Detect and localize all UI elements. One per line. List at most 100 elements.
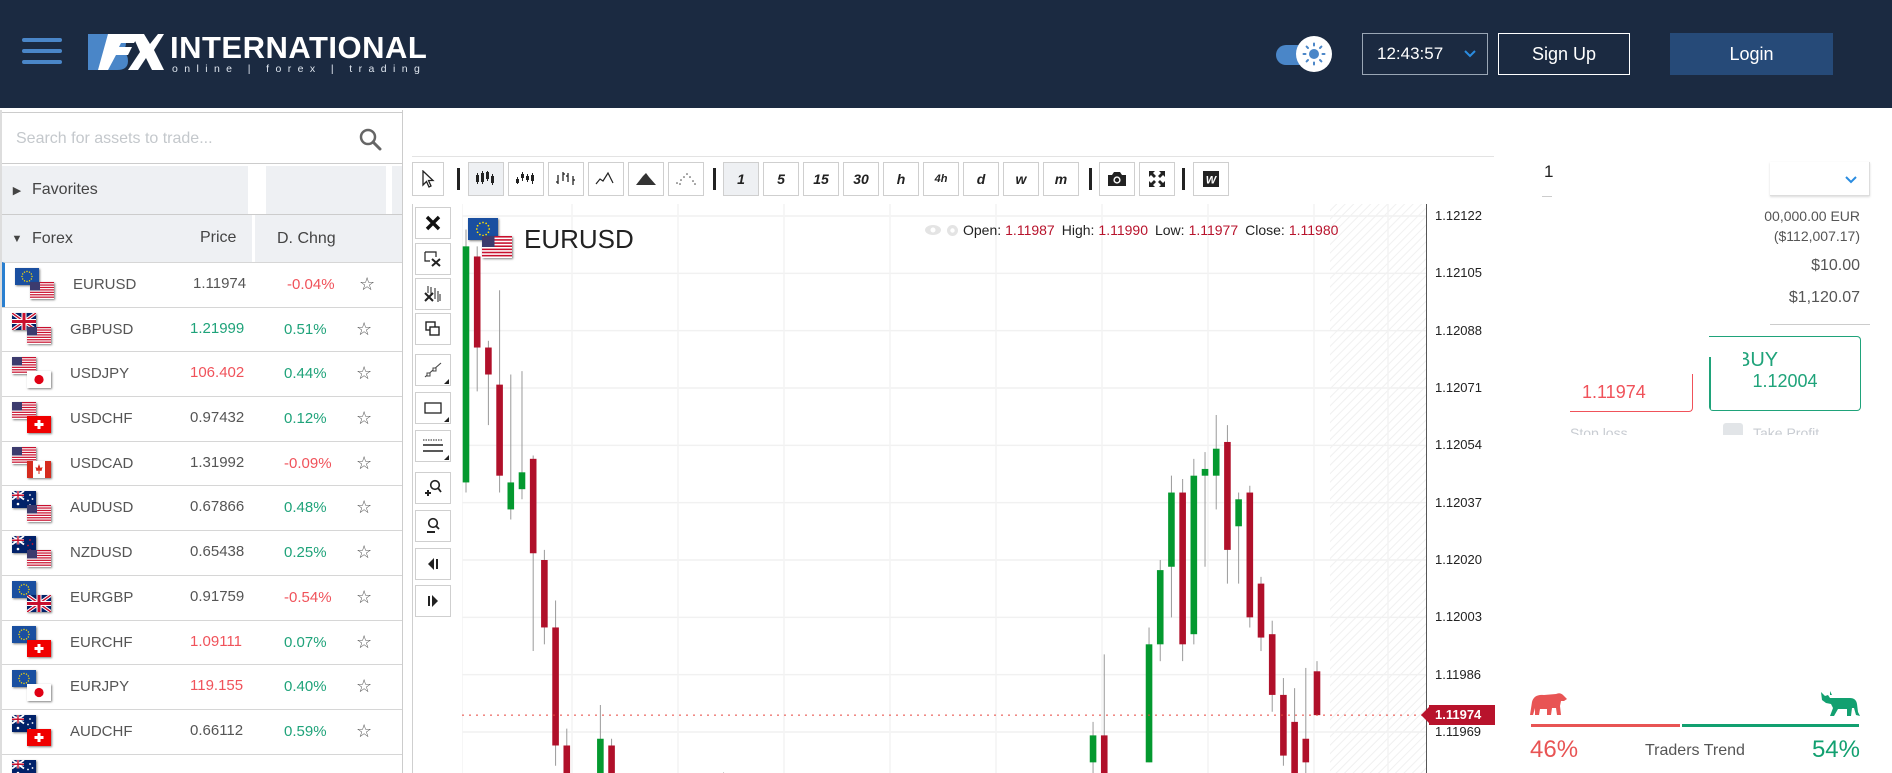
asset-row-eurchf[interactable]: EURCHF 1.09111 0.07% ☆ [2, 619, 402, 665]
asset-row-eurusd[interactable]: EURUSD 1.11974 -0.04% ☆ [2, 262, 402, 307]
delete-selection-tool-button[interactable] [415, 243, 451, 275]
zoom-in-tool-button[interactable] [415, 472, 451, 504]
flag-us-icon [30, 282, 54, 299]
favorites-group[interactable]: ▶ Favorites [2, 166, 402, 214]
quantity-dropdown[interactable] [1770, 162, 1870, 196]
column-header-price[interactable]: Price [200, 229, 237, 246]
asset-symbol: AUDCHF [70, 722, 133, 740]
asset-change: 0.44% [284, 365, 327, 383]
clone-tool-button[interactable] [415, 313, 451, 345]
gear-icon[interactable] [946, 224, 959, 237]
timeframe-m-button[interactable]: m [1043, 162, 1079, 196]
price-axis[interactable]: 1.11974 1.12122 1.12105 1.12088 1.12071 1.12… [1421, 204, 1495, 773]
take-profit-checkbox[interactable] [1723, 423, 1743, 435]
asset-row-audchf[interactable]: AUDCHF 0.66112 0.59% ☆ [2, 708, 402, 754]
scroll-right-tool-button[interactable] [415, 585, 451, 617]
favorite-star-icon[interactable]: ☆ [356, 586, 373, 607]
delete-all-tool-button[interactable] [415, 278, 451, 310]
w-logo-button[interactable]: W [1193, 162, 1229, 196]
timeframe-h-button[interactable]: h [883, 162, 919, 196]
brand-title: INTERNATIONAL [170, 30, 428, 65]
chart-type-candles-button[interactable] [468, 162, 504, 196]
flag-eu-icon [12, 670, 36, 688]
column-header-change[interactable]: D. Chng [252, 215, 402, 263]
forex-label[interactable]: Forex [32, 229, 73, 247]
forex-group-header: ▼ Forex Price D. Chng [2, 214, 402, 263]
clock-dropdown[interactable]: 12:43:57 [1362, 33, 1488, 75]
favorite-star-icon[interactable]: ☆ [356, 676, 373, 697]
asset-row-nzdusd[interactable]: NZDUSD 0.65438 0.25% ☆ [2, 530, 402, 575]
screenshot-button[interactable] [1099, 162, 1135, 196]
favorite-star-icon[interactable]: ☆ [356, 452, 373, 473]
chart-type-area-button[interactable] [628, 162, 664, 196]
candlestick-chart[interactable] [462, 204, 1426, 773]
chart-type-line-button[interactable] [588, 162, 624, 196]
flag-nz-icon [11, 535, 36, 554]
menu-hamburger-icon[interactable] [22, 38, 62, 68]
current-price-tag: 1.11974 [1421, 705, 1495, 726]
close-tool-button[interactable] [415, 207, 451, 239]
quantity-value[interactable]: 1 [1544, 162, 1554, 181]
candles-icon [475, 170, 497, 188]
stop-loss-label[interactable]: Stop loss [1570, 426, 1628, 435]
favorite-star-icon[interactable]: ☆ [359, 274, 376, 294]
pip-value: $10.00 [1811, 257, 1860, 274]
fullscreen-button[interactable] [1139, 162, 1175, 196]
asset-row-usdjpy[interactable]: USDJPY 106.402 0.44% ☆ [2, 351, 402, 397]
timeframe-30-button[interactable]: 30 [843, 162, 879, 196]
favorite-star-icon[interactable]: ☆ [356, 363, 373, 384]
notional-eur: 00,000.00 EUR [1764, 208, 1860, 224]
price-chart-plot[interactable] [462, 204, 1426, 773]
price-axis-tick: 1.11969 [1435, 724, 1482, 739]
take-profit-label[interactable]: Take Profit [1753, 426, 1820, 435]
asset-search-input[interactable] [16, 123, 346, 155]
horizontal-lines-tool-button[interactable] [415, 430, 451, 462]
timeframe-4h-button[interactable]: 4h [923, 162, 959, 196]
bear-icon [1530, 693, 1567, 715]
favorite-star-icon[interactable]: ☆ [356, 720, 373, 741]
rectangle-icon [423, 400, 443, 416]
scroll-left-tool-button[interactable] [415, 548, 451, 580]
favorite-star-icon[interactable]: ☆ [356, 631, 373, 652]
caret-down-icon[interactable]: ▼ [11, 232, 23, 245]
timeframe-5-button[interactable]: 5 [763, 162, 799, 196]
chart-type-dots-button[interactable] [668, 162, 704, 196]
chart-type-ohlc-bars-button[interactable] [548, 162, 584, 196]
favorite-star-icon[interactable]: ☆ [356, 542, 373, 563]
asset-symbol: EURGBP [70, 588, 134, 606]
asset-row-partial[interactable] [2, 753, 402, 773]
asset-change: 0.48% [284, 499, 327, 517]
timeframe-1-button[interactable]: 1 [723, 162, 759, 196]
asset-row-gbpusd[interactable]: GBPUSD 1.21999 0.51% ☆ [2, 306, 402, 352]
chart-type-hollow-candles-button[interactable] [508, 162, 544, 196]
flag-us-icon [12, 402, 36, 420]
asset-price: 1.09111 [190, 632, 242, 650]
rectangle-tool-button[interactable] [415, 392, 451, 424]
buy-button[interactable]: BUY 1.12004 [1709, 336, 1861, 411]
timeframe-w-button[interactable]: w [1003, 162, 1039, 196]
asset-row-eurjpy[interactable]: EURJPY 119.155 0.40% ☆ [2, 664, 402, 709]
price-axis-tick: 1.12071 [1435, 380, 1482, 395]
eye-icon[interactable] [924, 224, 942, 236]
pointer-tool-button[interactable] [412, 162, 444, 196]
asset-row-usdcad[interactable]: USDCAD 1.31992 -0.09% ☆ [2, 440, 402, 486]
delete-all-icon [424, 285, 442, 303]
favorite-star-icon[interactable]: ☆ [356, 497, 373, 518]
trendline-tool-button[interactable] [415, 354, 451, 386]
asset-row-usdchf[interactable]: USDCHF 0.97432 0.12% ☆ [2, 396, 402, 441]
signup-button[interactable]: Sign Up [1498, 33, 1630, 75]
timeframe-d-button[interactable]: d [963, 162, 999, 196]
asset-row-audusd[interactable]: AUDUSD 0.67866 0.48% ☆ [2, 485, 402, 531]
theme-toggle[interactable] [1276, 34, 1338, 74]
asset-symbol: USDJPY [70, 365, 130, 383]
flag-au-icon [11, 758, 36, 773]
timeframe-15-button[interactable]: 15 [803, 162, 839, 196]
flag-ch-icon [27, 639, 51, 657]
zoom-out-tool-button[interactable] [415, 510, 451, 542]
search-icon[interactable] [358, 127, 382, 151]
favorite-star-icon[interactable]: ☆ [356, 408, 373, 429]
asset-row-eurgbp[interactable]: EURGBP 0.91759 -0.54% ☆ [2, 574, 402, 620]
login-button[interactable]: Login [1670, 33, 1833, 75]
sell-button[interactable]: 1.11974 [1570, 374, 1693, 412]
favorite-star-icon[interactable]: ☆ [356, 318, 373, 339]
